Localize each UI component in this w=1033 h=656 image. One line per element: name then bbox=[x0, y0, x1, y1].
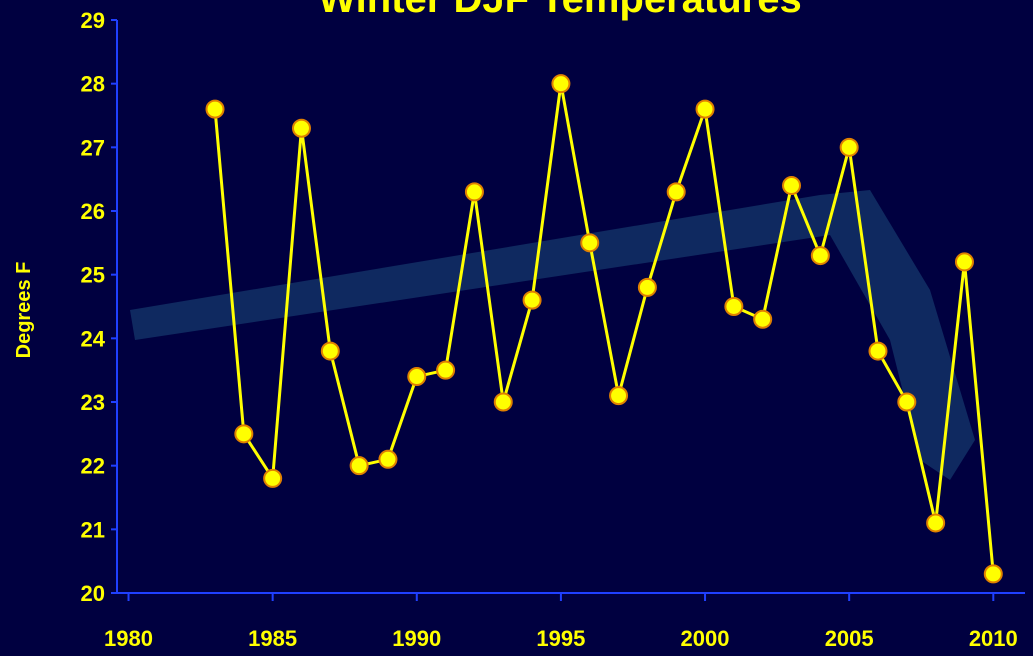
y-axis-title: Degrees F bbox=[13, 262, 35, 359]
data-point bbox=[408, 368, 425, 385]
data-point bbox=[956, 253, 973, 270]
y-tick-label: 29 bbox=[81, 8, 105, 33]
data-point bbox=[293, 120, 310, 137]
data-point bbox=[639, 279, 656, 296]
y-tick-label: 20 bbox=[81, 581, 105, 606]
data-point bbox=[581, 234, 598, 251]
x-tick-label: 2010 bbox=[969, 626, 1018, 651]
chart-title: Winter DJF Temperatures bbox=[318, 0, 801, 21]
data-point bbox=[524, 292, 541, 309]
data-point bbox=[927, 514, 944, 531]
data-point bbox=[985, 565, 1002, 582]
x-tick-label: 1990 bbox=[392, 626, 441, 651]
data-point bbox=[379, 451, 396, 468]
data-point bbox=[495, 394, 512, 411]
y-tick-label: 22 bbox=[81, 454, 105, 479]
data-point bbox=[235, 425, 252, 442]
data-point bbox=[437, 362, 454, 379]
data-point bbox=[264, 470, 281, 487]
y-tick-label: 27 bbox=[81, 135, 105, 160]
data-point bbox=[898, 394, 915, 411]
data-point bbox=[322, 343, 339, 360]
data-point bbox=[812, 247, 829, 264]
data-point bbox=[754, 311, 771, 328]
data-point bbox=[552, 75, 569, 92]
data-point bbox=[610, 387, 627, 404]
y-tick-label: 23 bbox=[81, 390, 105, 415]
data-point bbox=[783, 177, 800, 194]
x-tick-label: 2005 bbox=[825, 626, 874, 651]
data-point bbox=[207, 101, 224, 118]
y-tick-label: 25 bbox=[81, 263, 105, 288]
data-point bbox=[351, 457, 368, 474]
data-point bbox=[725, 298, 742, 315]
y-tick-label: 24 bbox=[81, 326, 106, 351]
chart: Winter DJF Temperatures Degrees F 20 21 22… bbox=[0, 0, 1033, 656]
y-tick-label: 28 bbox=[81, 72, 105, 97]
x-tick-label: 1980 bbox=[104, 626, 153, 651]
y-tick-label: 21 bbox=[81, 517, 105, 542]
data-point bbox=[466, 183, 483, 200]
y-tick-label: 26 bbox=[81, 199, 105, 224]
x-tick-label: 2000 bbox=[681, 626, 730, 651]
data-point bbox=[697, 101, 714, 118]
data-point bbox=[869, 343, 886, 360]
data-point bbox=[841, 139, 858, 156]
x-tick-label: 1985 bbox=[248, 626, 297, 651]
data-point bbox=[668, 183, 685, 200]
x-tick-label: 1995 bbox=[536, 626, 585, 651]
